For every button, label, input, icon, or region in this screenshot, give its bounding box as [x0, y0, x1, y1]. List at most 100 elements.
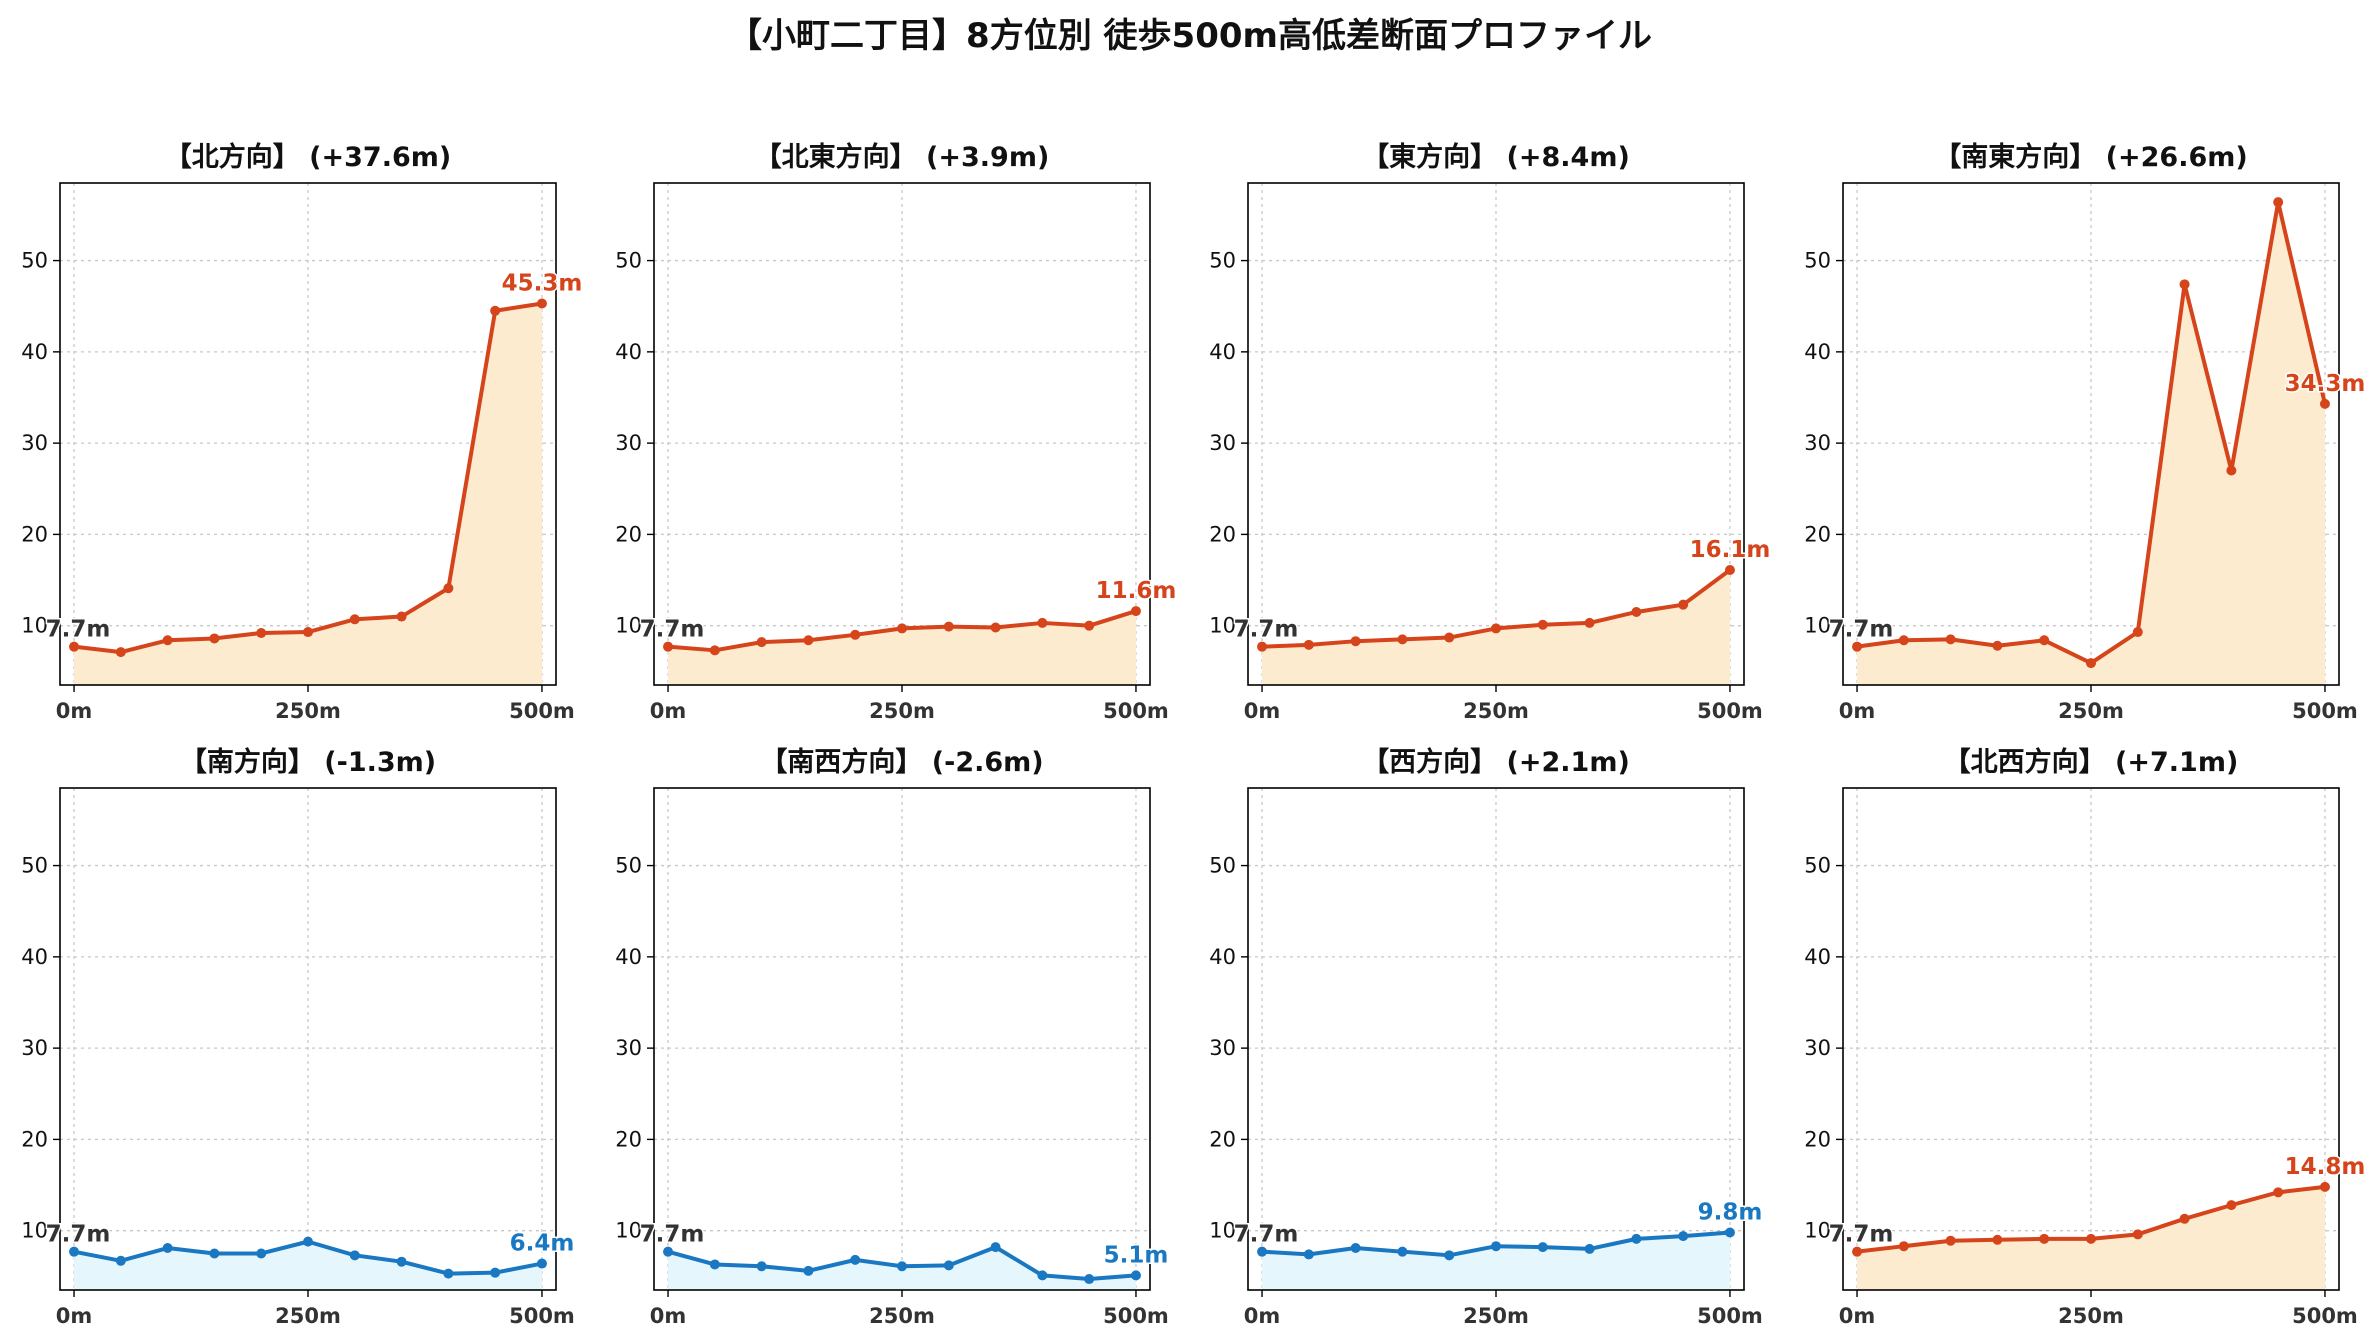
- x-tick-label: 500m: [2292, 1304, 2358, 1328]
- y-tick-label: 20: [615, 522, 642, 546]
- y-tick-label: 50: [21, 854, 48, 878]
- data-point: [850, 1254, 861, 1265]
- subplot-title: 【北西方向】 (+7.1m): [1944, 746, 2239, 778]
- subplot-7: 【西方向】 (+2.1m) 0m 250m 500m 10 20 30 40 50 7.7m 9.8…: [1209, 746, 1764, 1328]
- data-point: [1350, 636, 1361, 647]
- data-point: [303, 627, 313, 638]
- x-tick-label: 0m: [1839, 699, 1876, 723]
- subplot-title: 【南西方向】 (-2.6m): [760, 746, 1043, 778]
- data-point: [803, 1265, 814, 1276]
- y-tick-label: 40: [21, 945, 48, 969]
- data-point: [2086, 658, 2096, 669]
- x-tick-label: 250m: [2058, 1304, 2124, 1328]
- y-tick-label: 40: [1209, 945, 1236, 969]
- data-point: [897, 623, 907, 634]
- y-tick-label: 20: [1209, 1127, 1236, 1151]
- y-tick-label: 40: [1209, 340, 1236, 364]
- end-value-label: 11.6m: [1096, 578, 1177, 604]
- start-value-label: 7.7m: [640, 617, 705, 643]
- y-tick-label: 40: [1804, 945, 1831, 969]
- y-tick-label: 20: [21, 522, 48, 546]
- data-point: [850, 629, 861, 640]
- x-tick-label: 250m: [1463, 1304, 1529, 1328]
- end-value-label: 5.1m: [1104, 1242, 1169, 1268]
- data-point: [1724, 564, 1735, 575]
- data-point: [1898, 635, 1909, 646]
- y-tick-label: 40: [615, 945, 642, 969]
- data-point: [115, 1255, 126, 1266]
- data-point: [1678, 1231, 1689, 1242]
- end-value-label: 16.1m: [1690, 537, 1771, 563]
- subplot-title: 【北方向】 (+37.6m): [165, 141, 451, 173]
- x-tick-label: 500m: [2292, 699, 2358, 723]
- data-point: [756, 637, 767, 648]
- subplot-title: 【北東方向】 (+3.9m): [755, 141, 1050, 173]
- axes-frame: [59, 787, 557, 1291]
- x-tick-label: 0m: [1244, 699, 1281, 723]
- data-point: [1584, 617, 1595, 628]
- data-point: [1303, 639, 1314, 650]
- data-point: [1491, 1241, 1501, 1252]
- data-point: [396, 611, 407, 622]
- area-fill: [668, 611, 1136, 685]
- data-point: [1037, 1270, 1048, 1281]
- axes-frame: [653, 787, 1151, 1291]
- y-tick-label: 20: [1804, 1127, 1831, 1151]
- subplot-1: 【北方向】 (+37.6m) 0m 250m 500m 10 20 30 40 50 7.7m 45…: [21, 141, 584, 723]
- y-tick-label: 30: [1804, 431, 1831, 455]
- data-point: [349, 1250, 360, 1261]
- data-point: [349, 614, 360, 625]
- data-point: [115, 647, 126, 658]
- data-point: [443, 1268, 454, 1279]
- x-tick-label: 500m: [509, 1304, 575, 1328]
- area-fill: [74, 303, 542, 685]
- data-point: [709, 645, 720, 656]
- data-point: [943, 621, 954, 632]
- x-tick-label: 500m: [509, 699, 575, 723]
- start-value-label: 7.7m: [1829, 1222, 1894, 1248]
- y-tick-label: 40: [1804, 340, 1831, 364]
- data-point: [2086, 1233, 2096, 1244]
- y-tick-label: 20: [1209, 522, 1236, 546]
- x-tick-label: 250m: [275, 1304, 341, 1328]
- area-fill: [1262, 1232, 1730, 1290]
- y-tick-label: 20: [1804, 522, 1831, 546]
- data-point: [303, 1236, 313, 1247]
- data-point: [1130, 1270, 1141, 1281]
- data-point: [1444, 1250, 1455, 1261]
- data-point: [1303, 1249, 1314, 1260]
- data-point: [1852, 1246, 1863, 1257]
- data-point: [663, 1246, 674, 1257]
- y-tick-label: 50: [615, 854, 642, 878]
- data-point: [1084, 1274, 1095, 1285]
- x-tick-label: 0m: [1839, 1304, 1876, 1328]
- start-value-label: 7.7m: [1234, 1222, 1299, 1248]
- data-point: [897, 1261, 907, 1272]
- y-tick-label: 10: [1804, 1219, 1831, 1243]
- data-point: [1678, 599, 1689, 610]
- subplot-5: 【南方向】 (-1.3m) 0m 250m 500m 10 20 30 40 50 7.7m 6.4…: [21, 746, 576, 1328]
- data-point: [2319, 1181, 2330, 1192]
- data-point: [990, 1242, 1001, 1253]
- data-point: [2226, 1200, 2237, 1211]
- subplot-8: 【北西方向】 (+7.1m) 0m 250m 500m 10 20 30 40 50 7.7m 14…: [1804, 746, 2367, 1328]
- data-point: [1992, 640, 2003, 651]
- data-point: [256, 627, 267, 638]
- y-tick-label: 30: [1209, 1036, 1236, 1060]
- y-tick-label: 30: [615, 431, 642, 455]
- data-point: [2319, 398, 2330, 409]
- data-point: [443, 583, 454, 594]
- end-value-label: 34.3m: [2285, 371, 2366, 397]
- y-tick-label: 20: [21, 1127, 48, 1151]
- data-point: [69, 1246, 80, 1257]
- data-point: [162, 635, 173, 646]
- data-point: [1084, 620, 1095, 631]
- area-fill: [1857, 202, 2325, 685]
- data-point: [1397, 1246, 1408, 1257]
- end-value-label: 9.8m: [1698, 1199, 1763, 1225]
- data-point: [256, 1248, 267, 1259]
- x-tick-label: 500m: [1697, 699, 1763, 723]
- data-point: [663, 641, 674, 652]
- y-tick-label: 20: [615, 1127, 642, 1151]
- x-tick-label: 500m: [1697, 1304, 1763, 1328]
